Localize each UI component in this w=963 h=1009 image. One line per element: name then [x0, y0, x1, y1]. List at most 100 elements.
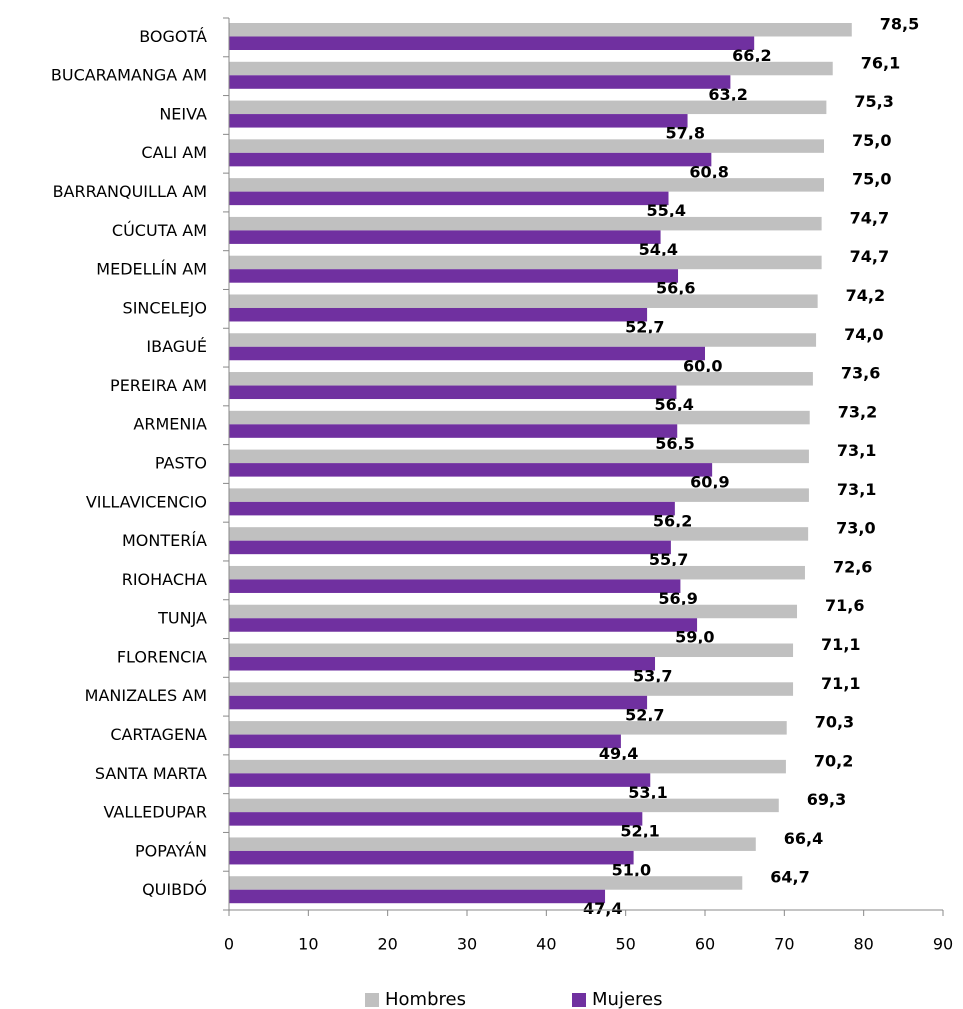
category-label: RIOHACHA	[122, 570, 207, 589]
category-label: IBAGUÉ	[146, 337, 207, 356]
value-label: 74,7	[850, 208, 889, 227]
value-label: 74,0	[844, 325, 883, 344]
value-label: 75,0	[852, 131, 891, 150]
bar	[229, 191, 669, 206]
category-label: PEREIRA AM	[110, 376, 207, 395]
bar	[229, 837, 756, 851]
category-label: TUNJA	[157, 609, 207, 628]
bar	[229, 579, 681, 593]
value-label: 60,0	[683, 356, 722, 375]
bar	[229, 139, 824, 153]
bar	[229, 255, 822, 270]
bar	[229, 565, 805, 580]
bar	[229, 618, 698, 632]
value-label: 59,0	[675, 628, 714, 647]
x-tick-label: 20	[377, 935, 397, 954]
value-label: 63,2	[708, 85, 747, 104]
value-label: 56,5	[655, 434, 694, 453]
value-label: 53,7	[633, 667, 672, 686]
value-label: 55,4	[647, 201, 686, 220]
x-tick-label: 40	[536, 935, 556, 954]
x-tick-label: 70	[774, 935, 794, 954]
bar	[229, 527, 809, 541]
value-label: 71,1	[821, 674, 860, 693]
bar	[229, 449, 809, 464]
category-label: MEDELLÍN AM	[96, 260, 207, 279]
value-label: 66,2	[732, 46, 771, 65]
category-label: VILLAVICENCIO	[86, 492, 207, 511]
value-label: 52,7	[625, 317, 664, 336]
value-label: 69,3	[807, 790, 846, 809]
bar	[229, 773, 651, 787]
legend-swatch	[572, 993, 586, 1007]
category-label: SINCELEJO	[123, 298, 207, 317]
bar	[229, 850, 634, 865]
x-tick-label: 0	[224, 935, 234, 954]
bar	[229, 61, 833, 76]
bar	[229, 604, 798, 619]
bar	[229, 230, 661, 244]
value-label: 56,9	[658, 589, 697, 608]
category-label: CÚCUTA AM	[112, 221, 207, 240]
bar	[229, 294, 818, 308]
value-label: 71,1	[821, 635, 860, 654]
value-label: 60,9	[690, 473, 729, 492]
category-label: CARTAGENA	[110, 725, 207, 744]
bar	[229, 178, 824, 192]
value-label: 76,1	[861, 53, 900, 72]
x-tick-label: 50	[615, 935, 635, 954]
value-label: 75,0	[852, 170, 891, 189]
bar	[229, 385, 677, 400]
bar	[229, 23, 852, 37]
category-label: BARRANQUILLA AM	[53, 182, 207, 201]
value-label: 72,6	[833, 557, 872, 576]
value-label: 73,0	[836, 519, 875, 538]
bar	[229, 682, 794, 696]
value-label: 56,4	[654, 395, 693, 414]
bar	[229, 463, 713, 477]
bar	[229, 269, 679, 283]
bar	[229, 876, 743, 890]
value-label: 56,2	[653, 511, 692, 530]
value-label: 70,2	[814, 751, 853, 770]
value-label: 75,3	[854, 92, 893, 111]
x-tick-label: 60	[695, 935, 715, 954]
bar	[229, 721, 787, 735]
legend-swatch	[365, 993, 379, 1007]
value-label: 60,8	[689, 162, 728, 181]
bar	[229, 114, 688, 128]
bar	[229, 695, 648, 710]
value-label: 57,8	[666, 124, 705, 143]
bar	[229, 75, 731, 89]
value-label: 49,4	[599, 744, 638, 763]
value-label: 71,6	[825, 596, 864, 615]
category-label: MANIZALES AM	[85, 686, 207, 705]
bar	[229, 759, 786, 774]
bar	[229, 812, 643, 826]
value-label: 74,2	[846, 286, 885, 305]
bar	[229, 307, 648, 322]
x-tick-label: 80	[853, 935, 873, 954]
bar	[229, 216, 822, 231]
bar	[229, 36, 755, 50]
legend-label: Hombres	[385, 989, 466, 1009]
bar	[229, 410, 810, 425]
value-label: 73,1	[837, 480, 876, 499]
bar	[229, 152, 712, 167]
bar	[229, 643, 794, 658]
category-label: PASTO	[155, 454, 207, 473]
value-label: 73,2	[838, 402, 877, 421]
value-label: 78,5	[880, 15, 919, 34]
category-label: NEIVA	[159, 104, 207, 123]
category-label: BUCARAMANGA AM	[51, 66, 207, 85]
bar	[229, 501, 675, 516]
bar	[229, 100, 827, 115]
value-label: 70,3	[815, 713, 854, 732]
value-label: 73,6	[841, 364, 880, 383]
x-tick-label: 10	[298, 935, 318, 954]
value-label: 52,1	[620, 822, 659, 841]
bar	[229, 657, 656, 671]
bar	[229, 346, 705, 361]
bar	[229, 734, 621, 749]
